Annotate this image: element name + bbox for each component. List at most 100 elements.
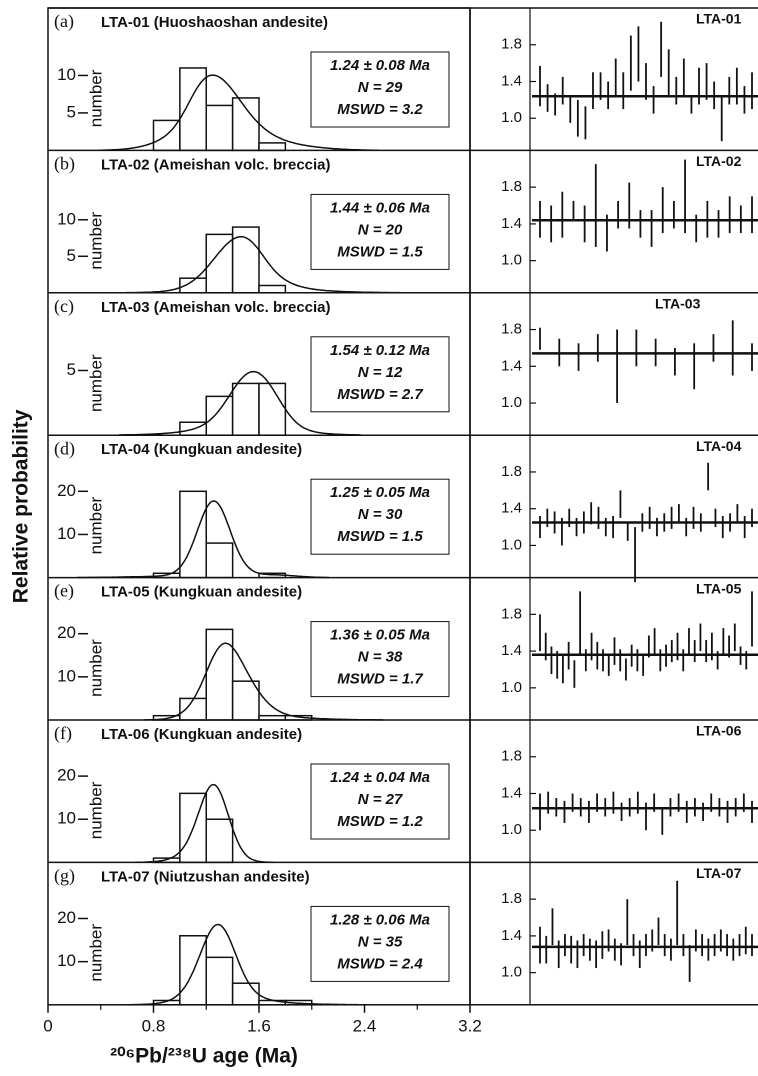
mswd-result: MSWD = 1.5 <box>337 243 423 260</box>
y-tick-label: 10 <box>57 951 76 970</box>
sample-label: LTA-07 <box>696 865 742 881</box>
age-y-tick-label: 1.4 <box>501 642 522 659</box>
y-tick-label: 20 <box>57 481 76 500</box>
panel-title: LTA-05 (Kungkuan andesite) <box>101 584 302 601</box>
y-tick-label: 5 <box>67 102 76 121</box>
probability-curve <box>119 370 361 436</box>
result-box <box>310 51 450 128</box>
x-tick-label: 0.8 <box>142 1016 166 1035</box>
age-y-tick-label: 1.4 <box>501 784 522 801</box>
histogram-bar <box>258 382 287 436</box>
n-result: N = 29 <box>358 79 403 96</box>
age-y-tick-label: 1.0 <box>501 821 522 838</box>
panel-tag: (d) <box>54 438 75 459</box>
sample-label: LTA-01 <box>696 11 742 27</box>
y-axis-label: number <box>86 639 105 697</box>
age-y-tick-label: 1.4 <box>501 215 522 232</box>
histogram-bar <box>258 284 287 294</box>
y-axis-title: Relative probability <box>10 409 33 603</box>
histogram-bar <box>231 382 260 436</box>
panel-title: LTA-01 (Huoshaoshan andesite) <box>101 14 328 31</box>
result-box <box>310 336 450 413</box>
age-y-tick-label: 1.4 <box>501 357 522 374</box>
histogram-bar <box>205 818 234 864</box>
panel-tag: (e) <box>54 581 74 602</box>
result-box <box>310 478 450 555</box>
histogram-bar <box>205 542 234 579</box>
y-tick-label: 10 <box>57 65 76 84</box>
age-y-tick-label: 1.0 <box>501 394 522 411</box>
histogram-bar <box>205 104 234 152</box>
mswd-result: MSWD = 1.2 <box>337 813 423 830</box>
age-y-tick-label: 1.0 <box>501 964 522 981</box>
y-axis-label: number <box>86 69 105 127</box>
age-y-tick-label: 1.0 <box>501 679 522 696</box>
age-y-tick-label: 1.8 <box>501 890 522 907</box>
n-result: N = 30 <box>358 506 403 523</box>
x-tick-label: 1.6 <box>247 1016 271 1035</box>
mswd-result: MSWD = 1.7 <box>337 671 423 688</box>
panel-tag: (g) <box>54 866 75 887</box>
panel-tag: (a) <box>54 11 74 32</box>
probability-curve <box>125 236 401 294</box>
panel-tag: (f) <box>54 723 72 744</box>
x-axis-title: ²⁰⁶Pb/²³⁸U age (Ma) <box>110 1044 298 1067</box>
histogram-bar <box>179 490 207 579</box>
mswd-result: MSWD = 1.5 <box>337 528 423 545</box>
sample-label: LTA-05 <box>696 580 742 596</box>
y-tick-label: 5 <box>67 246 76 265</box>
y-axis-label: number <box>86 212 105 270</box>
sample-label: LTA-06 <box>696 723 742 739</box>
result-box <box>310 905 450 982</box>
y-tick-label: 20 <box>57 908 76 927</box>
probability-curve <box>98 74 379 151</box>
age-result: 1.36 ± 0.05 Ma <box>330 627 430 644</box>
mswd-result: MSWD = 2.7 <box>337 386 423 403</box>
age-y-tick-label: 1.0 <box>501 109 522 126</box>
age-y-tick-label: 1.4 <box>501 500 522 517</box>
histogram-bar <box>231 982 260 1006</box>
age-y-tick-label: 1.0 <box>501 536 522 553</box>
y-tick-label: 20 <box>57 766 76 785</box>
n-result: N = 38 <box>358 649 403 666</box>
x-tick-label: 2.4 <box>353 1016 377 1035</box>
y-tick-label: 10 <box>57 809 76 828</box>
n-result: N = 27 <box>358 791 403 808</box>
panel-title: LTA-04 (Kungkuan andesite) <box>101 441 302 458</box>
y-axis-label: number <box>86 781 105 839</box>
age-result: 1.54 ± 0.12 Ma <box>330 342 430 359</box>
histogram-bar <box>205 395 234 436</box>
age-y-tick-label: 1.8 <box>501 321 522 338</box>
age-y-tick-label: 1.8 <box>501 605 522 622</box>
panel-tag: (b) <box>54 154 75 175</box>
x-tick-label: 3.2 <box>458 1016 482 1035</box>
histogram-bar <box>258 142 287 152</box>
histogram-bar <box>179 697 207 721</box>
panel-tag: (c) <box>54 296 74 317</box>
y-tick-label: 10 <box>57 209 76 228</box>
y-tick-label: 5 <box>67 360 76 379</box>
sample-label: LTA-03 <box>655 296 701 312</box>
age-y-tick-label: 1.8 <box>501 748 522 765</box>
panel-title: LTA-02 (Ameishan volc. breccia) <box>101 156 331 173</box>
age-y-tick-label: 1.8 <box>501 463 522 480</box>
y-tick-label: 10 <box>57 666 76 685</box>
n-result: N = 35 <box>358 933 403 950</box>
n-result: N = 12 <box>358 364 403 381</box>
result-box <box>310 763 450 840</box>
panel-title: LTA-07 (Niutzushan andesite) <box>101 868 310 885</box>
y-axis-label: number <box>86 924 105 982</box>
result-box <box>310 193 450 270</box>
mswd-result: MSWD = 3.2 <box>337 101 423 118</box>
age-y-tick-label: 1.4 <box>501 927 522 944</box>
age-result: 1.44 ± 0.06 Ma <box>330 199 430 216</box>
panel-title: LTA-03 (Ameishan volc. breccia) <box>101 299 331 316</box>
n-result: N = 20 <box>358 221 403 238</box>
age-result: 1.28 ± 0.06 Ma <box>330 911 430 928</box>
x-tick-label: 0 <box>43 1016 52 1035</box>
histogram-bar <box>205 628 234 721</box>
y-axis-label: number <box>86 354 105 412</box>
age-y-tick-label: 1.0 <box>501 252 522 269</box>
age-y-tick-label: 1.8 <box>501 178 522 195</box>
